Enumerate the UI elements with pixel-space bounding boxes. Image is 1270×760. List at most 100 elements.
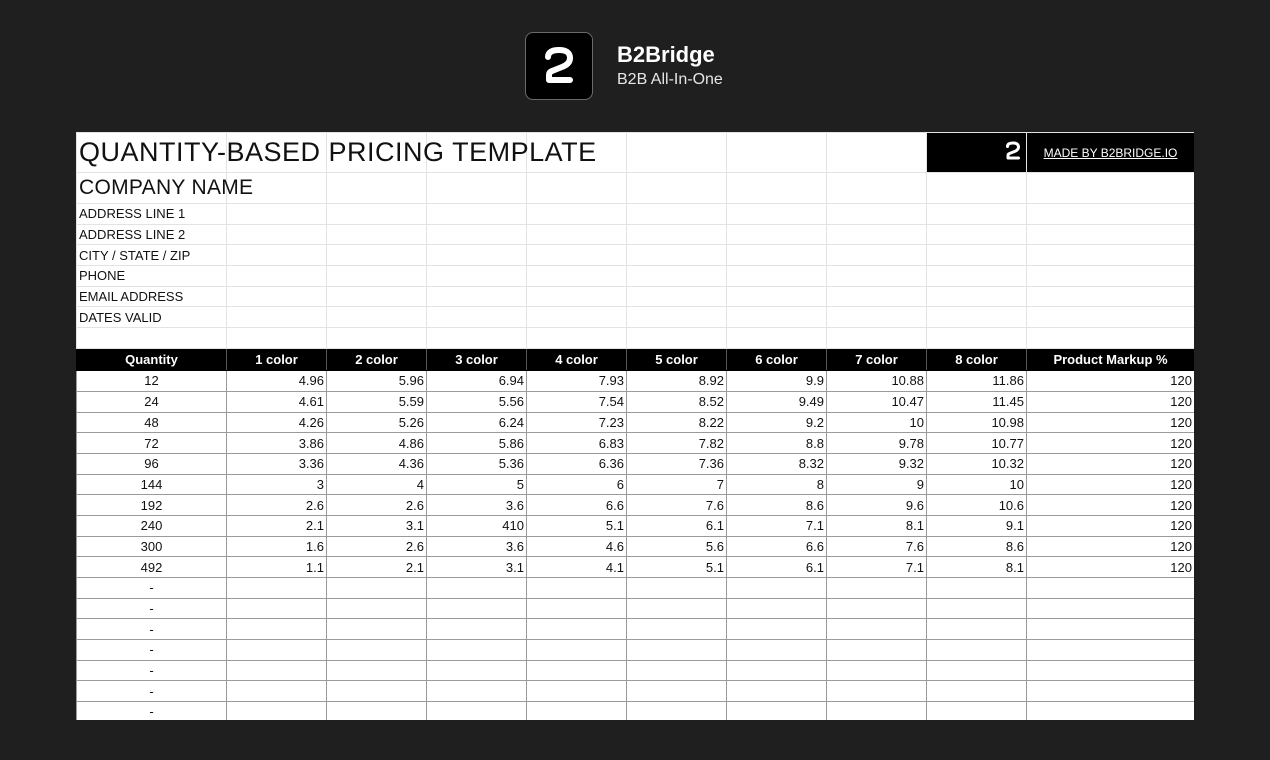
price-cell[interactable]: 9.2 <box>726 411 827 434</box>
price-cell[interactable]: 4 <box>326 473 427 496</box>
price-cell[interactable] <box>726 577 827 599</box>
cell[interactable] <box>1026 327 1194 350</box>
info-label[interactable]: CITY / STATE / ZIP <box>76 244 227 267</box>
cell[interactable] <box>626 285 727 308</box>
cell[interactable] <box>526 223 627 246</box>
price-cell[interactable]: 2.6 <box>326 494 427 516</box>
cell[interactable] <box>1026 203 1194 225</box>
cell[interactable] <box>326 306 427 329</box>
price-cell[interactable] <box>326 680 427 703</box>
cell[interactable] <box>426 223 527 246</box>
cell[interactable] <box>926 306 1027 329</box>
price-cell[interactable] <box>626 680 727 703</box>
quantity-cell[interactable]: 72 <box>76 432 227 454</box>
price-cell[interactable]: 8.32 <box>726 452 827 475</box>
cell[interactable] <box>226 327 327 350</box>
cell[interactable] <box>826 285 927 308</box>
price-cell[interactable]: 7.93 <box>526 370 627 392</box>
cell[interactable] <box>226 244 327 267</box>
price-cell[interactable] <box>526 618 627 641</box>
price-cell[interactable] <box>226 577 327 599</box>
price-cell[interactable] <box>426 659 527 682</box>
info-label[interactable]: EMAIL ADDRESS <box>76 285 227 308</box>
cell[interactable] <box>626 327 727 350</box>
price-cell[interactable]: 5.59 <box>326 390 427 413</box>
price-cell[interactable]: 10.88 <box>826 370 927 392</box>
price-cell[interactable] <box>426 701 527 720</box>
price-cell[interactable]: 9.9 <box>726 370 827 392</box>
price-cell[interactable] <box>926 597 1027 620</box>
price-cell[interactable]: 10.77 <box>926 432 1027 454</box>
price-cell[interactable] <box>1026 659 1194 682</box>
price-cell[interactable] <box>526 701 627 720</box>
price-cell[interactable] <box>226 701 327 720</box>
cell[interactable] <box>626 244 727 267</box>
price-cell[interactable]: 8.92 <box>626 370 727 392</box>
cell[interactable] <box>626 306 727 329</box>
price-cell[interactable]: 4.36 <box>326 452 427 475</box>
price-cell[interactable]: 5 <box>426 473 527 496</box>
quantity-cell[interactable]: 96 <box>76 452 227 475</box>
quantity-cell[interactable]: - <box>76 659 227 682</box>
price-cell[interactable] <box>326 639 427 661</box>
cell[interactable] <box>726 244 827 267</box>
quantity-cell[interactable]: 192 <box>76 494 227 516</box>
price-cell[interactable]: 10.98 <box>926 411 1027 434</box>
cell[interactable] <box>726 223 827 246</box>
cell[interactable] <box>326 285 427 308</box>
cell[interactable] <box>926 265 1027 287</box>
price-cell[interactable]: 6.24 <box>426 411 527 434</box>
quantity-cell[interactable]: 492 <box>76 556 227 578</box>
price-cell[interactable] <box>626 577 727 599</box>
price-cell[interactable] <box>426 577 527 599</box>
cell[interactable] <box>326 327 427 350</box>
cell[interactable] <box>726 132 827 173</box>
info-label[interactable]: ADDRESS LINE 2 <box>76 223 227 246</box>
cell[interactable] <box>1026 306 1194 329</box>
price-cell[interactable]: 4.6 <box>526 535 627 558</box>
price-cell[interactable] <box>926 659 1027 682</box>
price-cell[interactable]: 120 <box>1026 556 1194 578</box>
cell[interactable] <box>626 265 727 287</box>
cell[interactable] <box>726 285 827 308</box>
cell[interactable] <box>626 223 727 246</box>
quantity-cell[interactable]: 48 <box>76 411 227 434</box>
price-cell[interactable]: 10.47 <box>826 390 927 413</box>
quantity-cell[interactable]: - <box>76 618 227 641</box>
price-cell[interactable] <box>726 701 827 720</box>
cell[interactable] <box>726 265 827 287</box>
price-cell[interactable]: 120 <box>1026 535 1194 558</box>
price-cell[interactable] <box>626 701 727 720</box>
price-cell[interactable]: 8.52 <box>626 390 727 413</box>
price-cell[interactable]: 5.86 <box>426 432 527 454</box>
price-cell[interactable]: 120 <box>1026 411 1194 434</box>
price-cell[interactable]: 3.6 <box>426 494 527 516</box>
price-cell[interactable] <box>1026 577 1194 599</box>
price-cell[interactable]: 2.1 <box>226 514 327 537</box>
price-cell[interactable]: 120 <box>1026 494 1194 516</box>
price-cell[interactable]: 5.26 <box>326 411 427 434</box>
price-cell[interactable] <box>626 659 727 682</box>
price-cell[interactable]: 6.83 <box>526 432 627 454</box>
price-cell[interactable] <box>826 680 927 703</box>
cell[interactable] <box>76 327 227 350</box>
price-cell[interactable]: 120 <box>1026 370 1194 392</box>
price-cell[interactable] <box>1026 680 1194 703</box>
price-cell[interactable]: 4.86 <box>326 432 427 454</box>
price-cell[interactable]: 120 <box>1026 390 1194 413</box>
price-cell[interactable]: 6.6 <box>526 494 627 516</box>
price-cell[interactable]: 8.8 <box>726 432 827 454</box>
price-cell[interactable]: 6.1 <box>726 556 827 578</box>
cell[interactable] <box>426 265 527 287</box>
cell[interactable] <box>1026 265 1194 287</box>
price-cell[interactable]: 9.78 <box>826 432 927 454</box>
company-name[interactable]: COMPANY NAME <box>76 172 253 204</box>
price-cell[interactable] <box>1026 639 1194 661</box>
price-cell[interactable] <box>526 597 627 620</box>
price-cell[interactable] <box>726 597 827 620</box>
quantity-cell[interactable]: - <box>76 597 227 620</box>
cell[interactable] <box>826 306 927 329</box>
price-cell[interactable]: 7.1 <box>726 514 827 537</box>
price-cell[interactable]: 1.1 <box>226 556 327 578</box>
price-cell[interactable]: 5.1 <box>626 556 727 578</box>
